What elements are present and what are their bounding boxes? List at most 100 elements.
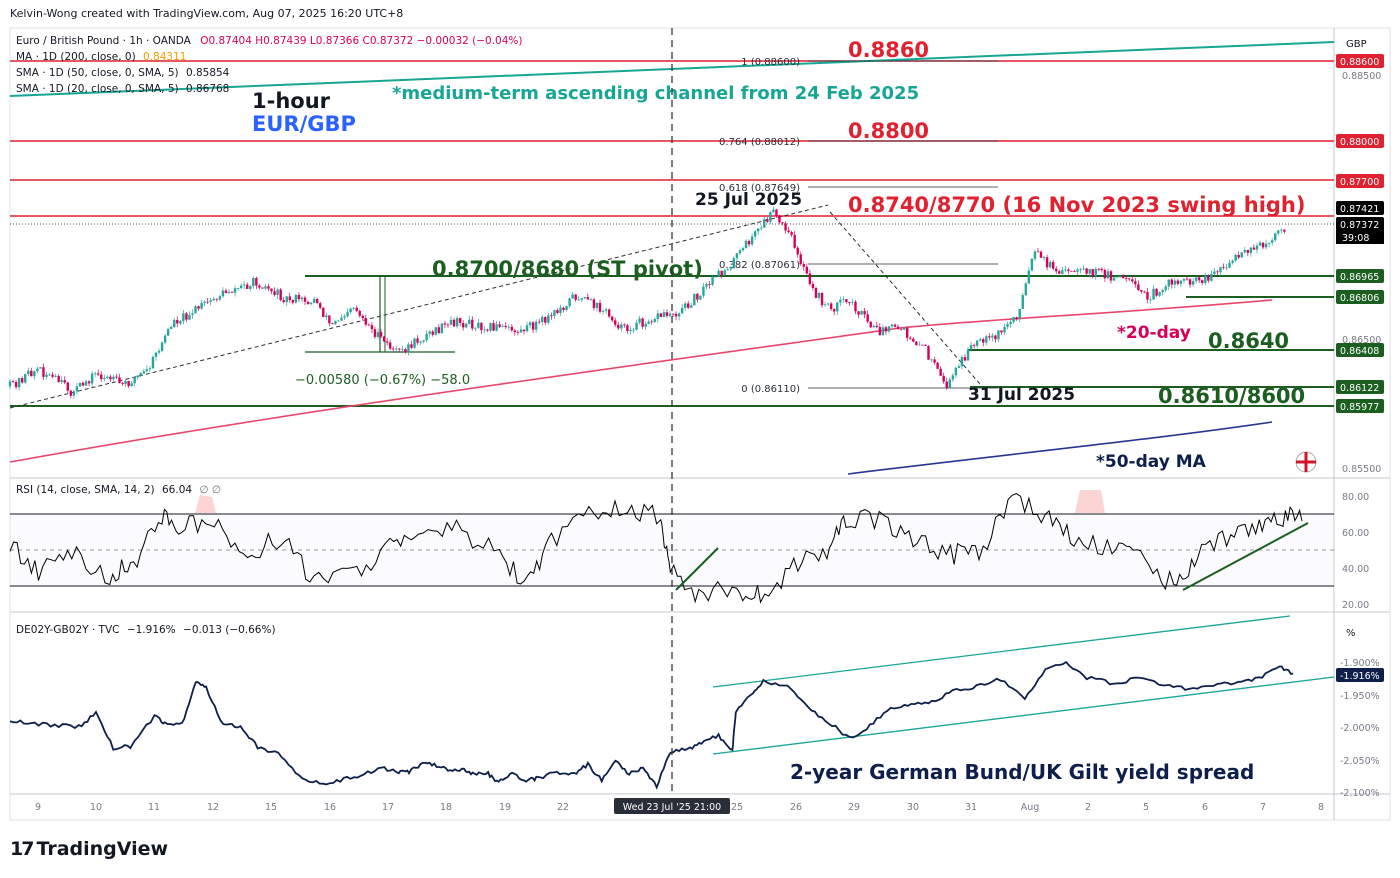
candle — [769, 210, 772, 224]
candle — [705, 282, 708, 290]
sma50-legend[interactable]: SMA · 1D (50, close, 0, SMA, 5) 0.85854 — [16, 67, 229, 79]
candle — [823, 301, 827, 307]
candle — [78, 382, 82, 387]
price-tag-text: 0.85977 — [1340, 402, 1379, 413]
candle — [510, 324, 514, 332]
candle-body — [331, 323, 334, 325]
candle-body — [820, 292, 824, 306]
candle-body — [1085, 268, 1088, 274]
candle-body — [474, 327, 477, 329]
price-tag-text: 0.87700 — [1340, 177, 1379, 188]
price-tag-text: 0.86408 — [1340, 346, 1379, 357]
candle — [176, 316, 179, 328]
candle — [677, 312, 681, 321]
candle — [525, 321, 529, 333]
candle-body — [197, 306, 200, 309]
candle — [963, 354, 967, 362]
candle — [1118, 274, 1122, 278]
ma200-legend[interactable]: MA · 1D (200, close, 0) 0.84311 — [16, 51, 186, 63]
candle-body — [45, 374, 48, 377]
candle — [468, 315, 471, 325]
candle-body — [319, 303, 322, 308]
candle-body — [8, 381, 12, 387]
candle-body — [507, 326, 510, 328]
candle-body — [665, 312, 669, 316]
candle — [653, 317, 656, 323]
candle-body — [145, 369, 149, 372]
candle — [942, 372, 945, 384]
spread-legend[interactable]: DE02Y-GB02Y · TVC −1.916% −0.013 (−0.66%… — [16, 624, 276, 636]
candle-body — [513, 330, 517, 333]
candle — [781, 221, 784, 226]
candle — [623, 323, 626, 328]
candle-body — [300, 297, 304, 300]
candle — [449, 315, 453, 326]
candle-body — [887, 326, 891, 332]
candle — [1082, 265, 1085, 271]
candle — [495, 320, 498, 332]
candle-body — [784, 223, 787, 231]
candle — [1012, 316, 1015, 324]
candle-body — [315, 299, 319, 304]
candle-body — [242, 284, 246, 286]
candle — [1204, 272, 1207, 286]
rsi-legend[interactable]: RSI (14, close, SMA, 14, 2) 66.04 ∅ ∅ — [16, 484, 222, 496]
candle-body — [610, 316, 614, 321]
level-label: 0.8800 — [848, 119, 929, 143]
candle — [537, 318, 541, 325]
candle — [1170, 277, 1173, 289]
candle-body — [644, 323, 647, 327]
candle — [1058, 269, 1061, 274]
candle — [802, 261, 805, 271]
candle — [714, 276, 717, 278]
candle-body — [531, 322, 535, 330]
candle-body — [1277, 230, 1280, 234]
candle — [1149, 296, 1152, 304]
candle-body — [942, 375, 945, 382]
candle-body — [1249, 247, 1253, 253]
candle — [200, 299, 203, 310]
candle — [252, 276, 255, 289]
countdown-text: 39:08 — [1342, 233, 1369, 244]
candle — [708, 280, 711, 289]
candle — [1194, 276, 1198, 284]
candle-body — [836, 302, 839, 312]
candle-body — [200, 303, 203, 309]
candle-body — [303, 297, 307, 302]
candle-body — [741, 248, 745, 251]
candle — [169, 325, 173, 329]
candle — [738, 248, 742, 256]
trendline-dashed — [9, 204, 829, 409]
candle-body — [36, 368, 39, 372]
candle — [1103, 268, 1107, 282]
candle-body — [130, 383, 133, 387]
symbol-legend[interactable]: Euro / British Pound · 1h · OANDA O0.874… — [16, 35, 523, 47]
candle — [419, 340, 422, 346]
candle-body — [589, 299, 593, 301]
candle-body — [273, 291, 276, 295]
candle-body — [994, 335, 997, 340]
candle — [504, 321, 507, 329]
price-tag-text: 0.86806 — [1340, 293, 1379, 304]
candle — [352, 306, 355, 311]
candle-body — [179, 321, 182, 324]
price-tag-text: 0.88600 — [1340, 57, 1379, 68]
candle-body — [872, 325, 875, 328]
candle — [185, 312, 188, 323]
candle — [939, 366, 942, 377]
candle-body — [766, 219, 769, 222]
sma20-legend[interactable]: SMA · 1D (20, close, 0, SMA, 5) 0.86768 — [16, 83, 229, 95]
candle-body — [607, 309, 611, 317]
candle-body — [87, 381, 91, 384]
candle-body — [1137, 284, 1140, 291]
candle — [1061, 266, 1064, 277]
candle-body — [674, 313, 678, 317]
candle-body — [78, 382, 82, 387]
candle — [221, 287, 225, 299]
candle — [139, 372, 142, 378]
candle-body — [604, 309, 608, 311]
candle-body — [358, 310, 361, 316]
candle — [14, 379, 18, 390]
candle — [319, 301, 322, 310]
candle-body — [528, 322, 532, 326]
